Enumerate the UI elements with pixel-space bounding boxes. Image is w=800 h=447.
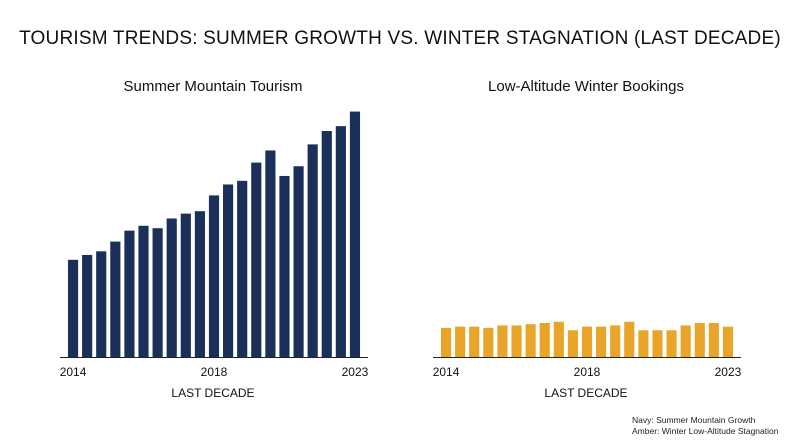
left-chart-title: Summer Mountain Tourism — [123, 78, 303, 95]
summer-bar — [279, 175, 290, 357]
winter-bar — [638, 330, 649, 357]
summer-bar — [194, 211, 205, 357]
summer-bar — [208, 195, 220, 357]
winter-bar — [596, 326, 607, 358]
winter-bar — [525, 324, 536, 357]
winter-bar — [722, 326, 734, 358]
winter-bar — [680, 325, 691, 357]
summer-bar — [223, 184, 234, 357]
summer-tick-label: 2014 — [60, 365, 87, 379]
summer-bar — [96, 251, 107, 357]
summer-bar — [321, 131, 332, 357]
winter-bar — [581, 326, 593, 358]
summer-bar — [67, 259, 79, 357]
summer-bar — [349, 111, 361, 357]
winter-bar — [511, 325, 522, 357]
right-chart-title: Low-Altitude Winter Bookings — [488, 78, 684, 95]
summer-bar — [180, 213, 191, 357]
winter-bar — [440, 327, 452, 357]
summer-bar — [293, 166, 304, 357]
summer-bar — [124, 230, 135, 357]
winter-bar — [455, 326, 466, 358]
summer-bar — [237, 180, 248, 357]
summer-tick-label: 2018 — [201, 365, 228, 379]
summer-bar — [335, 126, 346, 358]
legend-note-winter: Amber: Winter Low-Altitude Stagnation — [632, 426, 779, 436]
winter-bar — [553, 321, 564, 357]
summer-bar — [265, 150, 276, 357]
winter-bar — [497, 325, 508, 357]
summer-bar — [307, 144, 318, 358]
winter-tick-label: 2023 — [715, 365, 742, 379]
winter-bar — [483, 327, 494, 357]
summer-bar — [166, 218, 177, 357]
summer-bar — [152, 228, 163, 357]
winter-bar — [610, 325, 621, 357]
winter-bar — [624, 321, 635, 357]
page-title: TOURISM TRENDS: SUMMER GROWTH VS. WINTER… — [19, 28, 781, 49]
winter-bar — [694, 322, 705, 357]
winter-bar — [469, 326, 480, 358]
winter-tick-label: 2014 — [433, 365, 460, 379]
winter-bar — [567, 330, 578, 357]
summer-bar — [138, 225, 149, 357]
summer-tick-label: 2023 — [342, 365, 369, 379]
legend-note-summer: Navy: Summer Mountain Growth — [632, 415, 756, 425]
right-x-axis-label: LAST DECADE — [544, 386, 628, 400]
summer-bar — [82, 254, 93, 357]
winter-bar — [539, 322, 550, 357]
winter-bar — [708, 322, 719, 357]
winter-bar — [666, 330, 677, 357]
summer-bar — [110, 241, 121, 357]
winter-tick-label: 2018 — [574, 365, 601, 379]
summer-bar — [251, 162, 262, 357]
left-x-axis-label: LAST DECADE — [171, 386, 255, 400]
winter-bar — [652, 330, 663, 357]
